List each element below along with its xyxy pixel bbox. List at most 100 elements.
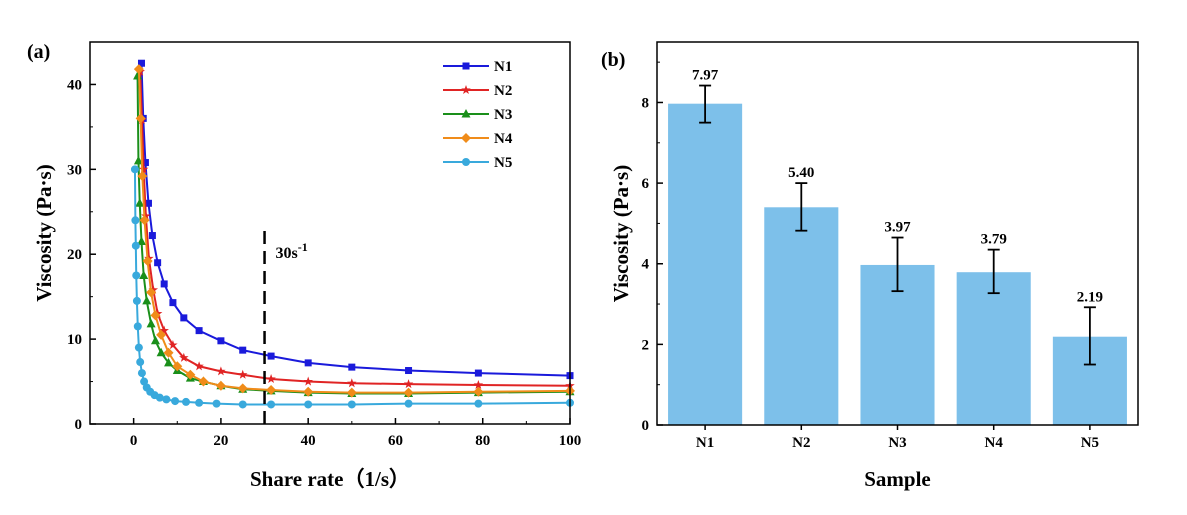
bar-N1 <box>668 103 743 425</box>
x-tick-label-N5: N5 <box>1081 435 1099 451</box>
point-N4 <box>135 113 146 124</box>
point-N4 <box>185 369 196 380</box>
panel-b-bars: 7.97 N1 5.40 N2 3.97 N3 3.79 N4 2.19 N5 <box>668 68 1127 451</box>
point-N1 <box>348 363 356 371</box>
legend-item-N4: N4 <box>443 131 513 147</box>
point-N5 <box>131 241 140 250</box>
point-N3 <box>150 335 160 345</box>
point-N3 <box>135 198 145 207</box>
series-line-N4 <box>137 69 571 394</box>
value-label-N5: 2.19 <box>1077 289 1103 305</box>
series-line-N3 <box>136 75 571 395</box>
y-tick-label: 0 <box>75 417 83 433</box>
point-N5 <box>155 393 164 402</box>
panel-b-y-axis-title: Viscosity (Pa·s) <box>609 165 633 302</box>
legend-marker-N3 <box>461 109 471 118</box>
point-N4 <box>346 387 357 398</box>
point-N5 <box>212 399 221 408</box>
panel-a-x-axis-title: Share rate（1/s） <box>250 467 410 491</box>
point-N3 <box>146 318 156 328</box>
point-N1 <box>148 232 156 240</box>
bar-group-N4: 3.79 N4 <box>956 232 1031 451</box>
bar-group-N5: 2.19 N5 <box>1052 289 1127 451</box>
point-N5 <box>474 399 483 408</box>
point-N1 <box>141 159 149 167</box>
point-N1 <box>474 369 482 377</box>
point-N1 <box>304 359 312 367</box>
x-tick-label: 100 <box>559 433 582 449</box>
point-N3 <box>156 347 166 357</box>
point-N4 <box>473 386 484 397</box>
point-N4 <box>139 215 150 226</box>
panel-b-bar-chart: (b) 0 2 4 6 8 7.97 N1 5.40 N2 3.97 N3 3.79 N4 2.19 N5… <box>601 41 1139 491</box>
point-N5 <box>130 165 139 174</box>
point-N5 <box>182 397 190 406</box>
legend-marker-N2 <box>461 85 471 95</box>
point-N1 <box>144 199 152 207</box>
point-N2 <box>159 325 169 335</box>
annotation-text: 30s <box>276 245 298 262</box>
legend-label-N1: N1 <box>494 59 512 75</box>
point-N4 <box>163 347 174 358</box>
bar-N4 <box>956 272 1031 425</box>
point-N3 <box>142 295 152 305</box>
x-tick-label-N4: N4 <box>985 435 1004 451</box>
x-tick-label: 80 <box>475 433 490 449</box>
point-N5 <box>136 358 145 367</box>
bar-group-N1: 7.97 N1 <box>668 68 743 451</box>
x-tick-label: 20 <box>213 433 228 449</box>
point-N1 <box>239 346 247 354</box>
panel-a-series-group <box>130 59 575 409</box>
y-tick-label: 0 <box>642 418 650 434</box>
y-tick-label: 20 <box>67 247 82 263</box>
y-tick-label: 10 <box>67 332 82 348</box>
point-N1 <box>405 367 413 375</box>
point-N3 <box>164 357 174 367</box>
point-N3 <box>136 236 146 245</box>
point-N5 <box>404 399 413 408</box>
legend-label-N4: N4 <box>494 131 513 147</box>
point-N2 <box>168 340 178 350</box>
legend-label-N2: N2 <box>494 83 512 99</box>
point-N4 <box>133 64 144 75</box>
point-N5 <box>162 395 171 404</box>
legend-marker-N1 <box>462 62 470 70</box>
point-N5 <box>267 400 276 409</box>
shear-rate-annotation: 30s-1 <box>276 240 308 262</box>
point-N5 <box>131 216 140 225</box>
point-N2 <box>303 376 313 386</box>
series-line-N1 <box>140 63 571 377</box>
y-tick-label: 30 <box>67 162 82 178</box>
point-N4 <box>156 329 167 340</box>
x-tick-label: 40 <box>301 433 316 449</box>
point-N5 <box>347 400 356 409</box>
bar-N2 <box>764 207 839 425</box>
x-tick-label: 60 <box>388 433 403 449</box>
point-N2 <box>141 211 151 221</box>
bar-group-N3: 3.97 N3 <box>860 220 935 451</box>
point-N4 <box>403 387 414 398</box>
panel-a-frame <box>89 41 571 425</box>
legend-label-N5: N5 <box>494 155 512 171</box>
legend-item-N1: N1 <box>443 59 512 75</box>
point-N4 <box>146 287 157 298</box>
point-N2 <box>347 378 357 388</box>
legend-label-N3: N3 <box>494 107 512 123</box>
point-N1 <box>154 259 162 267</box>
shear-rate-marker: 30s-1 <box>263 231 308 424</box>
panel-a-y-axis-title: Viscosity (Pa·s) <box>32 164 56 301</box>
point-N2 <box>194 361 204 371</box>
point-N3 <box>139 270 149 279</box>
point-N1 <box>195 327 203 335</box>
panel-b-x-axis-title: Sample <box>864 467 931 491</box>
point-N2 <box>148 284 159 294</box>
point-N4 <box>215 380 226 391</box>
legend-item-N3: N3 <box>443 107 512 123</box>
legend-marker-N4 <box>461 133 471 143</box>
x-tick-label-N3: N3 <box>888 435 906 451</box>
x-tick-label-N2: N2 <box>792 435 810 451</box>
annotation-superscript: -1 <box>298 240 308 254</box>
point-N4 <box>237 383 248 394</box>
y-tick-label: 2 <box>642 337 650 353</box>
